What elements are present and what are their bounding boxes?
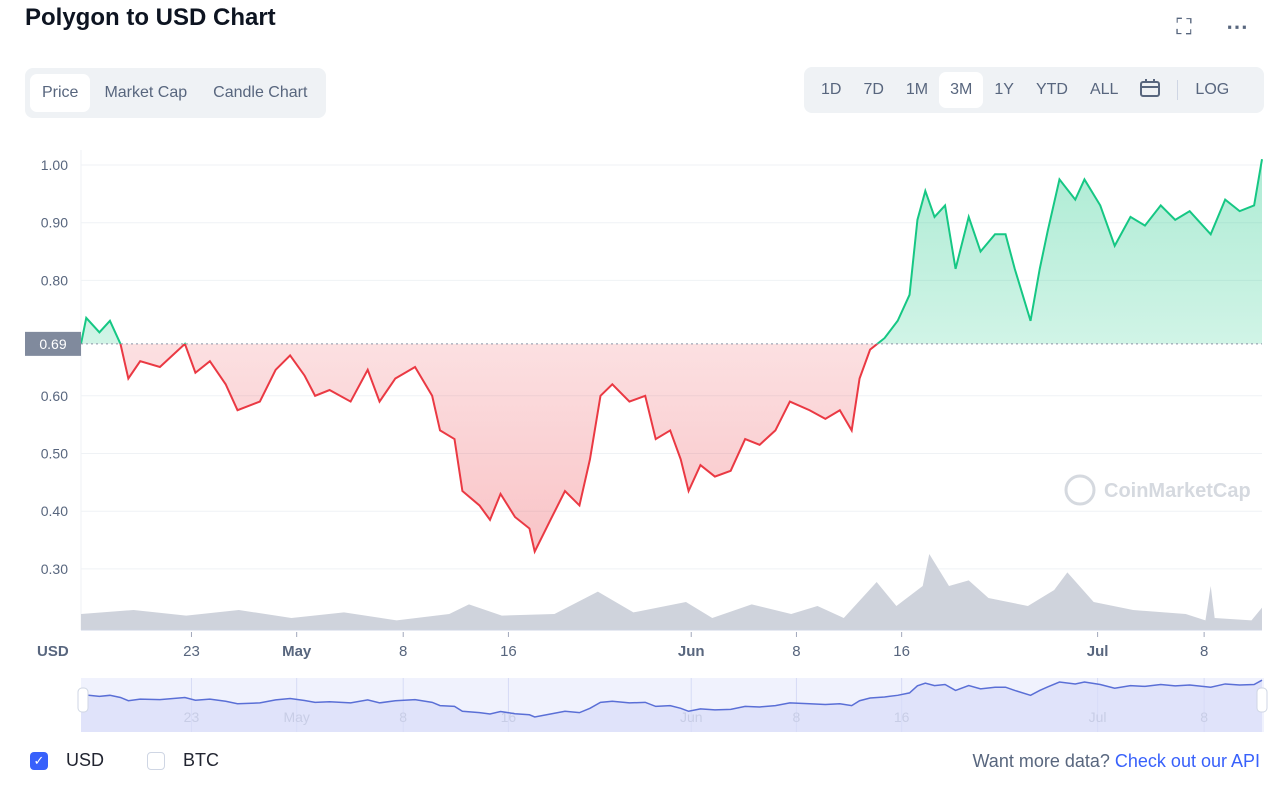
price-area-up bbox=[81, 159, 1262, 344]
page-title: Polygon to USD Chart bbox=[25, 4, 276, 31]
x-tick-label: Jul bbox=[1087, 643, 1109, 660]
cmc-logo-icon bbox=[1064, 474, 1096, 506]
price-line-up bbox=[80, 159, 1263, 344]
legend-usd[interactable]: ✓ USD bbox=[30, 750, 104, 771]
range-1y[interactable]: 1Y bbox=[994, 81, 1014, 98]
x-tick-label: 8 bbox=[1200, 643, 1208, 660]
x-tick-label: Jun bbox=[678, 643, 705, 660]
range-ytd[interactable]: YTD bbox=[1035, 81, 1068, 98]
y-tick-label: 0.30 bbox=[41, 561, 68, 577]
range-1d[interactable]: 1D bbox=[821, 81, 842, 98]
tab-candle-chart[interactable]: Candle Chart bbox=[213, 84, 308, 101]
more-icon[interactable]: ⋯ bbox=[1226, 14, 1248, 39]
baseline-label: 0.69 bbox=[39, 336, 66, 352]
price-chart[interactable]: 1.00 0.90 0.80 0.60 0.50 0.40 0.30 0.69 CoinMark… bbox=[0, 130, 1280, 740]
x-tick-label: 23 bbox=[183, 643, 200, 660]
x-tick-label: 8 bbox=[792, 643, 800, 660]
api-promo: Want more data? Check out our API bbox=[972, 751, 1260, 772]
api-link[interactable]: Check out our API bbox=[1114, 751, 1260, 771]
y-tick-label: 0.60 bbox=[41, 388, 68, 404]
y-axis-unit-label: USD bbox=[37, 643, 69, 660]
btc-label: BTC bbox=[183, 750, 219, 770]
range-3m[interactable]: 3M bbox=[939, 72, 984, 108]
y-tick-label: 0.50 bbox=[41, 446, 68, 462]
tab-price[interactable]: Price bbox=[30, 74, 91, 112]
navigator-line bbox=[80, 679, 1263, 718]
y-tick-label: 1.00 bbox=[41, 157, 68, 173]
x-tick-label: May bbox=[282, 643, 312, 660]
tab-market-cap[interactable]: Market Cap bbox=[104, 84, 188, 101]
legend-btc[interactable]: BTC bbox=[147, 750, 219, 771]
x-tick-label: 16 bbox=[893, 643, 910, 660]
y-tick-label: 0.90 bbox=[41, 215, 68, 231]
watermark-text: CoinMarketCap bbox=[1104, 480, 1251, 502]
volume-area bbox=[81, 554, 1262, 630]
navigator-handle-left[interactable] bbox=[77, 687, 89, 713]
price-area-down bbox=[81, 343, 1262, 552]
range-7d[interactable]: 7D bbox=[863, 81, 884, 98]
baseline-badge bbox=[25, 331, 81, 356]
y-tick-label: 0.40 bbox=[41, 503, 68, 519]
expand-icon[interactable]: ⛶ bbox=[1176, 14, 1192, 39]
time-range-selector: 1D 7D 1M 3M 1Y YTD ALL LOG bbox=[804, 67, 1264, 113]
log-scale-toggle[interactable]: LOG bbox=[1195, 81, 1230, 98]
range-1m[interactable]: 1M bbox=[905, 81, 929, 98]
api-text: Want more data? bbox=[972, 751, 1110, 771]
chart-type-tabs: Price Market Cap Candle Chart bbox=[25, 68, 327, 118]
y-tick-label: 0.80 bbox=[41, 272, 68, 288]
divider bbox=[1177, 80, 1179, 100]
range-all[interactable]: ALL bbox=[1089, 81, 1119, 98]
price-line-down bbox=[80, 343, 879, 555]
usd-label: USD bbox=[66, 750, 105, 770]
calendar-icon[interactable] bbox=[1129, 70, 1171, 111]
x-tick-label: 8 bbox=[399, 643, 407, 660]
btc-checkbox[interactable] bbox=[147, 751, 165, 770]
usd-checkbox[interactable]: ✓ bbox=[30, 751, 48, 770]
navigator-handle-right[interactable] bbox=[1256, 687, 1268, 713]
coinmarketcap-watermark: CoinMarketCap bbox=[1064, 474, 1251, 506]
x-tick-label: 16 bbox=[500, 643, 517, 660]
